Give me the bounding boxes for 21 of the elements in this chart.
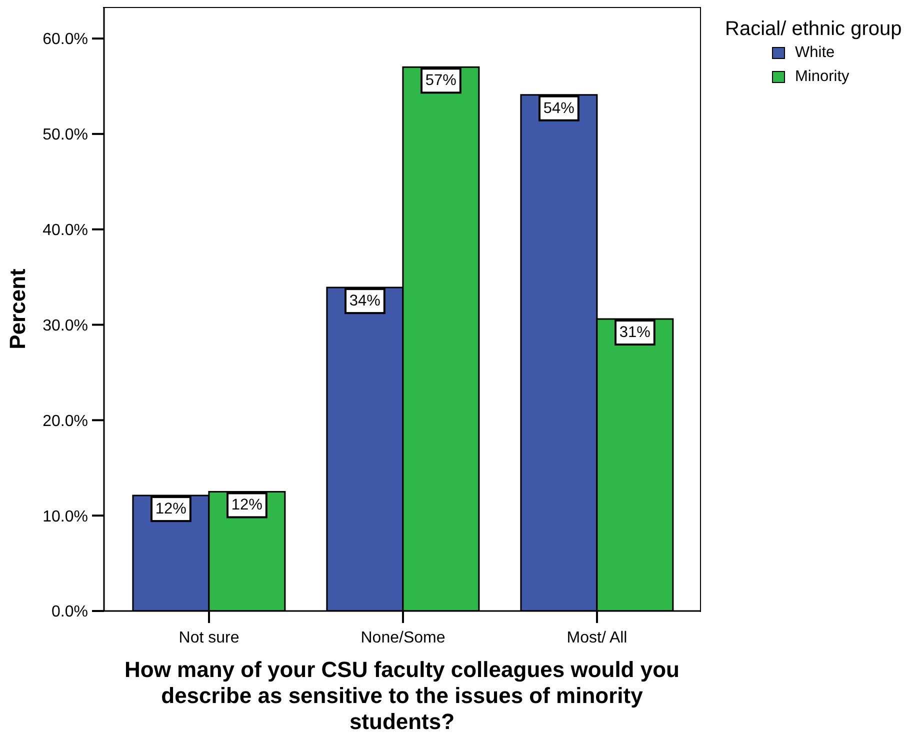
data-label: 57% — [425, 72, 457, 90]
x-tick-label: Not sure — [178, 629, 240, 646]
y-tick-label: 40.0% — [42, 222, 88, 240]
y-tick-label: 20.0% — [42, 412, 88, 430]
x-tick-label: Most/ All — [566, 629, 628, 646]
legend-title: Racial/ ethnic group — [725, 18, 902, 40]
data-label: 54% — [543, 100, 575, 117]
data-label: 12% — [231, 496, 263, 514]
y-tick-label: 10.0% — [42, 508, 88, 526]
legend-label: White — [795, 44, 835, 62]
data-label: 31% — [619, 324, 651, 342]
data-label: 34% — [349, 292, 381, 310]
y-axis-title: Percent — [4, 268, 30, 350]
legend-label: Minority — [795, 68, 850, 86]
y-tick-label: 50.0% — [42, 126, 88, 144]
x-axis-title: How many of your CSU faculty colleagues would you describe as sensitive to the issues of minority students? — [124, 656, 680, 735]
y-tick-label: 60.0% — [42, 31, 88, 48]
y-tick-label: 0.0% — [52, 604, 88, 621]
x-tick-label: None/Some — [360, 629, 446, 646]
y-tick-label: 30.0% — [42, 317, 88, 334]
data-label: 12% — [155, 500, 187, 518]
